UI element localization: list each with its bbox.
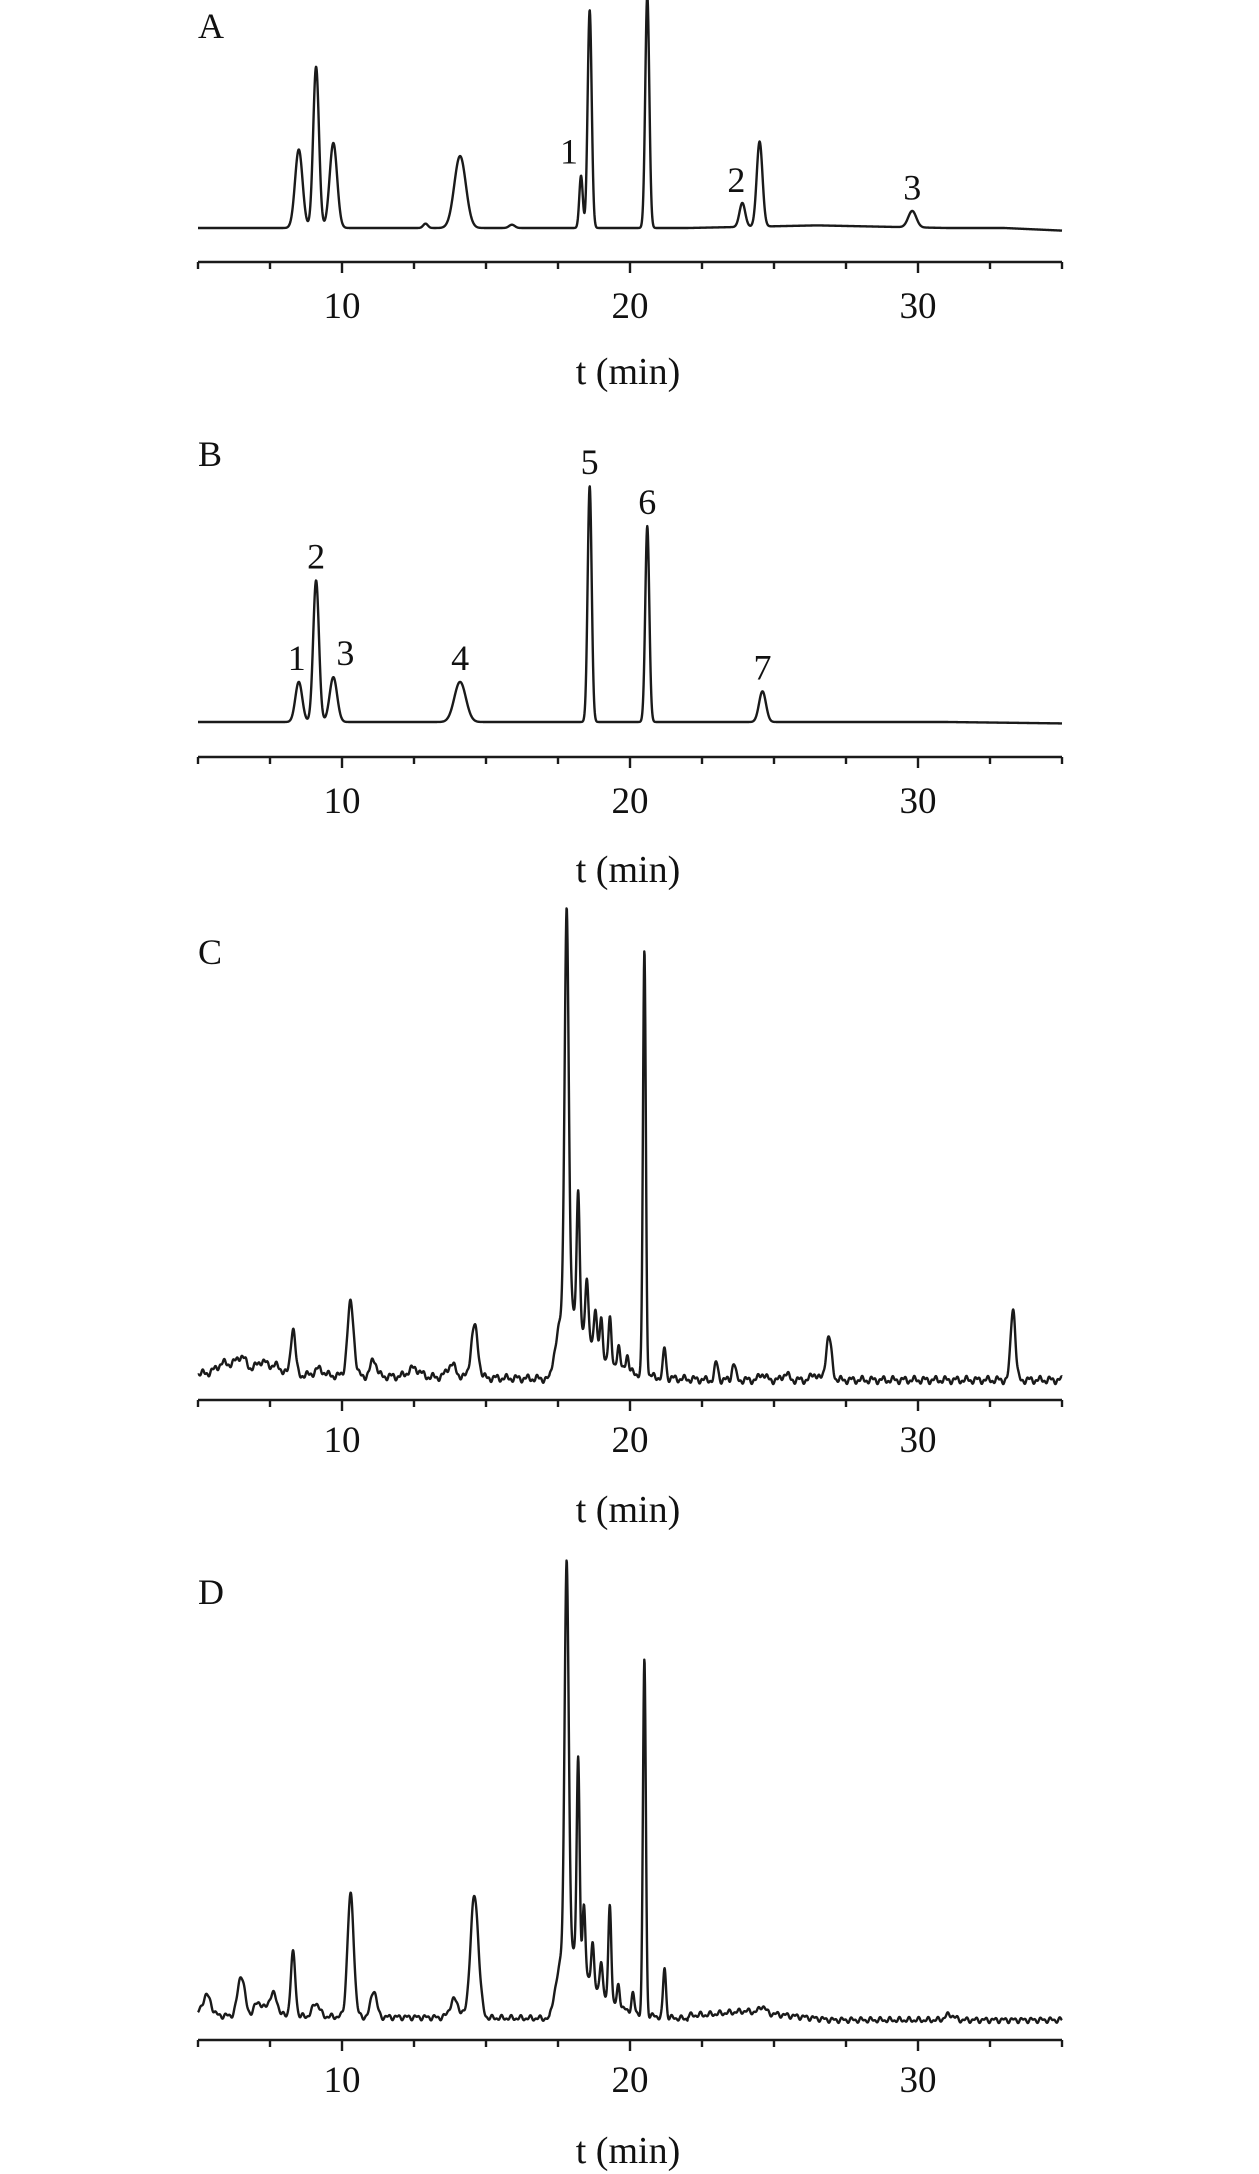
peak-label: 2 [307,536,325,576]
peak-label: 2 [727,160,745,200]
panel-label: B [198,434,222,474]
x-axis [196,1398,1064,1411]
peak-label: 7 [753,647,771,687]
peak-label: 6 [638,482,656,522]
panel-a: A 10 20 30 t (min) 1 2 3 [196,0,1064,393]
x-tick-label: 10 [324,1420,361,1461]
x-axis-label: t (min) [576,351,680,393]
x-tick-labels: 10 20 30 [324,2060,937,2101]
x-tick-label: 10 [324,286,361,327]
x-tick-label: 20 [612,1420,649,1461]
peak-label: 1 [560,132,578,172]
x-axis-label: t (min) [576,2130,680,2172]
chromatogram-trace [197,907,1063,1386]
panel-label: A [198,6,224,46]
panel-b: B 10 20 30 t (min) 1 2 3 4 56 7 [196,434,1064,891]
peak-label: 5 [581,442,599,482]
peak-label: 3 [336,633,354,673]
x-tick-label: 30 [900,781,937,822]
panel-label: D [198,1572,224,1612]
peak-annotations: 1 2 3 [560,132,921,208]
peak-label: 4 [451,638,469,678]
x-tick-label: 20 [612,2060,649,2101]
chromatogram-trace-group [197,1559,1063,2025]
x-axis [196,755,1064,768]
chromatogram-trace [197,485,1063,725]
chromatogram-trace-group [197,485,1063,725]
panel-d: D 10 20 30 t (min) [196,1559,1064,2172]
peak-label: 3 [903,168,921,208]
x-axis-label: t (min) [576,1489,680,1531]
chromatogram-trace-group [197,0,1063,232]
chromatogram-trace [197,1559,1063,2025]
x-tick-label: 20 [612,781,649,822]
x-tick-label: 20 [612,286,649,327]
chromatogram-trace [197,0,1063,232]
chromatogram-trace-group [197,907,1063,1386]
x-tick-label: 10 [324,2060,361,2101]
x-axis-label: t (min) [576,849,680,891]
x-tick-label: 30 [900,2060,937,2101]
panel-label: C [198,932,222,972]
peak-label: 1 [288,638,306,678]
x-tick-label: 30 [900,1420,937,1461]
x-tick-labels: 10 20 30 [324,286,937,327]
peak-annotations: 1 2 3 4 56 7 [288,442,772,687]
x-tick-label: 30 [900,286,937,327]
x-axis [196,260,1064,273]
x-axis [196,2038,1064,2051]
x-tick-labels: 10 20 30 [324,781,937,822]
panel-c: C 10 20 30 t (min) [196,907,1064,1531]
x-tick-label: 10 [324,781,361,822]
x-tick-labels: 10 20 30 [324,1420,937,1461]
